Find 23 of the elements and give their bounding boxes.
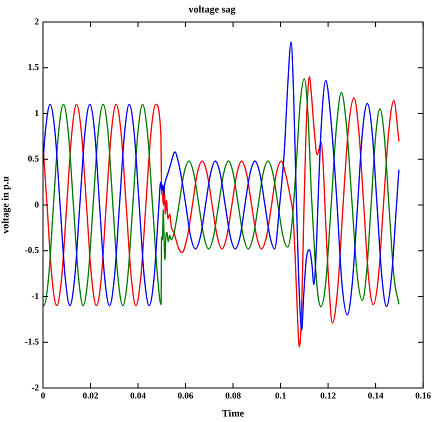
line-series — [43, 41, 400, 332]
x-tick-label: 0.1 — [274, 390, 287, 401]
line-series — [43, 76, 400, 348]
y-tick-label: -0.5 — [24, 245, 40, 256]
y-tick-label: 1.5 — [28, 62, 40, 72]
y-tick-label: 1 — [34, 108, 40, 118]
x-tick-label: 0.06 — [178, 390, 194, 401]
line-series — [43, 78, 400, 308]
x-tick-label: 0.08 — [225, 390, 242, 401]
chart-title: voltage sag — [188, 4, 236, 16]
y-tick-label: -2 — [32, 382, 40, 392]
y-tick-label: -1 — [32, 290, 40, 301]
x-tick-label: 0.14 — [368, 390, 384, 401]
x-axis-title: Time — [222, 408, 245, 420]
y-tick-label: 0.5 — [28, 154, 40, 164]
x-tick-label: 0.16 — [415, 390, 432, 401]
y-tick-label: -1.5 — [24, 336, 40, 347]
x-tick-label: 0.12 — [320, 390, 336, 401]
x-tick-label: 0.02 — [82, 390, 99, 401]
y-tick-label: 2 — [34, 16, 40, 26]
y-tick-label: 0 — [34, 199, 40, 210]
x-tick-label: 0.04 — [130, 390, 146, 401]
y-axis-title: voltage in p.u — [0, 176, 12, 234]
